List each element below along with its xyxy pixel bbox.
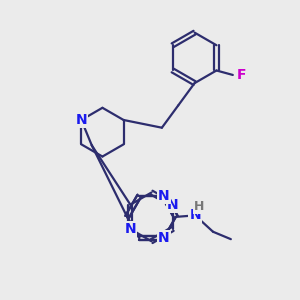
Text: N: N — [167, 198, 178, 212]
Polygon shape — [130, 193, 172, 241]
Text: N: N — [76, 113, 87, 127]
Text: H: H — [194, 200, 204, 213]
Text: N: N — [158, 231, 170, 245]
Text: N: N — [158, 189, 170, 203]
Polygon shape — [130, 193, 172, 241]
Text: N: N — [189, 208, 201, 222]
Text: N: N — [124, 222, 136, 236]
Text: F: F — [236, 68, 246, 82]
Text: N: N — [158, 189, 170, 203]
Text: N: N — [158, 231, 170, 245]
